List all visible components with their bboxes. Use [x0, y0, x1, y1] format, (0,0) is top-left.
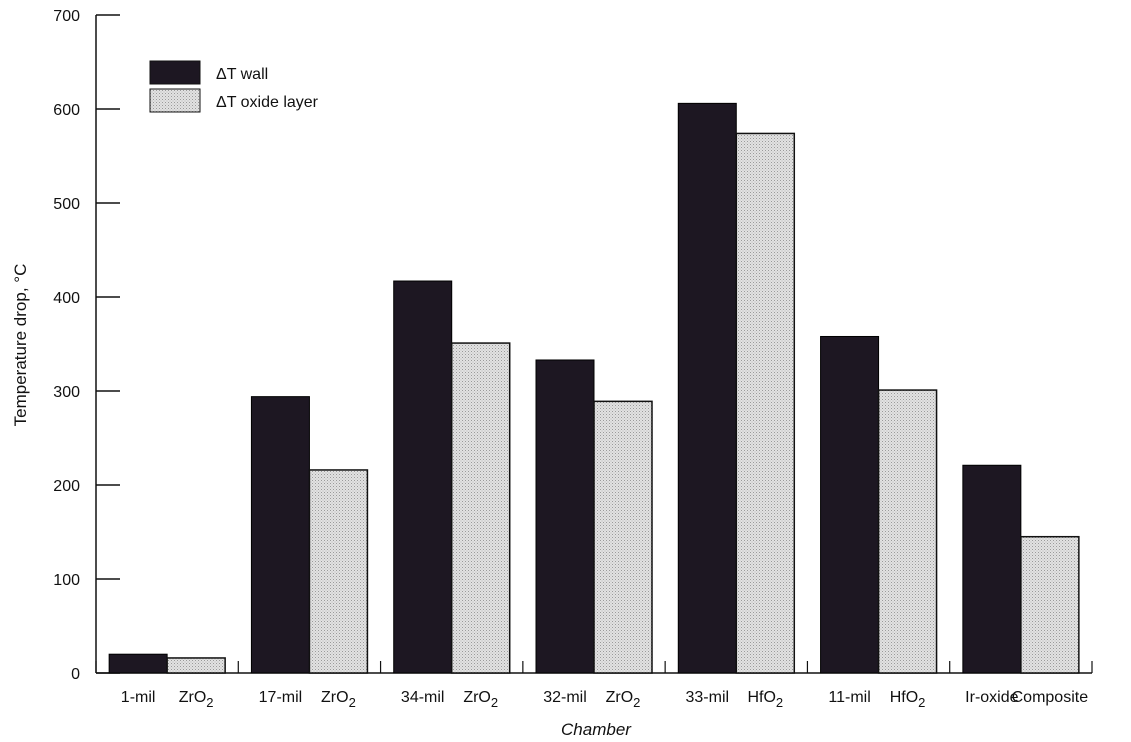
category-label-left: 32-mil [543, 689, 587, 706]
bar-wall [108, 653, 168, 674]
category-label-left: 33-mil [686, 689, 730, 706]
category-label-right: ZrO2 [463, 689, 498, 710]
category-label-left: 17-mil [259, 689, 303, 706]
y-tick-label: 300 [53, 384, 80, 401]
bar-wall [535, 359, 595, 674]
legend: ΔT wall ΔT oxide layer [149, 60, 319, 113]
bar-wall [962, 464, 1022, 674]
legend-label-oxide: ΔT oxide layer [216, 94, 319, 111]
category-label-right: Composite [1012, 689, 1089, 706]
y-tick-label: 700 [53, 8, 80, 25]
bar-oxide [450, 342, 511, 674]
bars [108, 102, 1080, 674]
legend-label-wall: ΔT wall [216, 66, 268, 83]
legend-swatch-wall [149, 60, 201, 85]
bar-wall [677, 102, 737, 674]
category-label-right: ZrO2 [321, 689, 356, 710]
y-tick-label: 200 [53, 478, 80, 495]
category-label-left: Ir-oxide [965, 689, 1018, 706]
bar-oxide [1020, 535, 1080, 674]
y-tick-label: 100 [53, 572, 80, 589]
bar-oxide [735, 132, 796, 674]
bar-wall [250, 396, 310, 674]
bar-wall [820, 335, 880, 674]
category-label-right: ZrO2 [606, 689, 641, 710]
y-axis-title: Temperature drop, °C [11, 264, 30, 427]
y-tick-label: 0 [71, 666, 80, 683]
category-label-right: ZrO2 [179, 689, 214, 710]
category-label-left: 34-mil [401, 689, 445, 706]
y-tick-label: 500 [53, 196, 80, 213]
bar-oxide [593, 400, 653, 674]
y-tick-label: 400 [53, 290, 80, 307]
x-axis-title: Chamber [561, 720, 632, 739]
category-label-left: 1-mil [121, 689, 156, 706]
bar-oxide [877, 389, 938, 674]
bar-wall [393, 280, 453, 674]
category-label-left: 11-mil [828, 689, 870, 706]
category-label-right: HfO2 [747, 689, 783, 710]
y-axis: 0 100 200 300 400 500 600 700 [53, 8, 120, 683]
bar-oxide [166, 657, 226, 674]
legend-swatch-oxide [149, 88, 201, 113]
y-tick-label: 600 [53, 102, 80, 119]
category-label-right: HfO2 [890, 689, 926, 710]
bar-oxide [308, 469, 369, 674]
